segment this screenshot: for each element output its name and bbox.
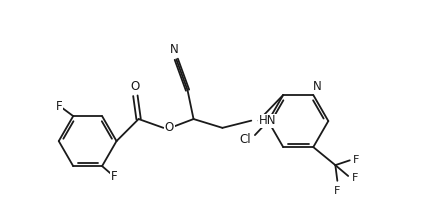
Text: HN: HN (259, 114, 276, 127)
Text: F: F (56, 100, 62, 112)
Text: F: F (111, 170, 117, 183)
Text: O: O (131, 80, 140, 94)
Text: N: N (170, 43, 178, 56)
Text: O: O (165, 121, 174, 134)
Text: F: F (351, 173, 358, 183)
Text: N: N (313, 80, 322, 93)
Text: Cl: Cl (240, 133, 251, 146)
Text: F: F (353, 155, 360, 165)
Text: F: F (334, 186, 341, 196)
